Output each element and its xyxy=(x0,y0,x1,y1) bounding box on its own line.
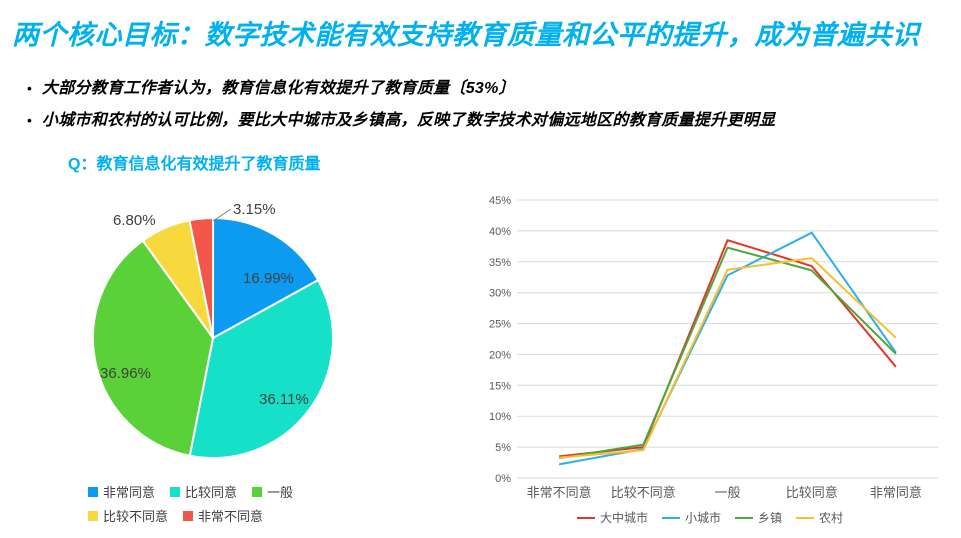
line-chart-legend: 大中城市 小城市 乡镇 农村 xyxy=(480,509,940,526)
line-legend-item: 小城市 xyxy=(661,509,721,526)
legend-swatch-icon xyxy=(183,510,194,521)
legend-label: 比较同意 xyxy=(185,485,238,500)
bullet-marker-icon: • xyxy=(27,80,32,96)
bullet-item: • 小城市和农村的认可比例，要比大中城市及乡镇高，反映了数字技术对偏远地区的教育… xyxy=(27,110,927,131)
legend-label: 比较不同意 xyxy=(103,509,169,524)
pie-slice xyxy=(188,216,215,339)
bullet-text: 大部分教育工作者认为，教育信息化有效提升了教育质量〔53%〕 xyxy=(41,80,515,97)
y-tick-label: 10% xyxy=(489,411,511,423)
pie-chart-title: Q：教育信息化有效提升了教育质量 xyxy=(68,156,321,173)
x-category-label: 非常同意 xyxy=(870,485,922,500)
line-legend-item: 农村 xyxy=(796,509,843,526)
legend-swatch-icon xyxy=(252,486,263,497)
series-line xyxy=(558,246,897,460)
legend-label: 非常不同意 xyxy=(198,509,264,524)
pie-legend-item: 比较不同意 xyxy=(88,506,168,525)
bullet-text: 小城市和农村的认可比例，要比大中城市及乡镇高，反映了数字技术对偏远地区的教育质量… xyxy=(41,112,776,129)
x-category-label: 一般 xyxy=(714,485,740,500)
y-tick-label: 0% xyxy=(495,473,511,485)
y-tick-label: 25% xyxy=(489,319,511,331)
slide-title: 两个核心目标：数字技术能有效支持教育质量和公平的提升，成为普遍共识 xyxy=(12,20,920,50)
pie-data-label: 6.80% xyxy=(113,212,156,229)
legend-swatch-icon xyxy=(170,486,181,497)
pie-legend-item: 比较同意 xyxy=(170,482,237,501)
legend-label: 大中城市 xyxy=(599,511,648,525)
x-category-label: 比较不同意 xyxy=(611,485,676,500)
y-tick-label: 40% xyxy=(489,226,511,238)
pie-legend-item: 非常同意 xyxy=(88,482,155,501)
y-tick-label: 15% xyxy=(489,380,511,392)
pie-data-label: 16.99% xyxy=(243,270,294,287)
x-category-label: 比较同意 xyxy=(786,485,838,500)
legend-swatch-icon xyxy=(88,510,98,521)
pie-data-label: 36.11% xyxy=(259,391,309,408)
pie-leader-line xyxy=(212,208,232,222)
pie-data-label: 36.96% xyxy=(100,365,151,382)
line-legend-item: 乡镇 xyxy=(735,509,782,526)
legend-dash-icon xyxy=(735,516,753,519)
legend-label: 非常同意 xyxy=(103,485,156,500)
x-category-label: 非常不同意 xyxy=(527,485,592,500)
legend-dash-icon xyxy=(576,516,595,519)
bullet-item: • 大部分教育工作者认为，教育信息化有效提升了教育质量〔53%〕 xyxy=(27,78,927,99)
legend-dash-icon xyxy=(796,516,815,519)
pie-legend-item: 一般 xyxy=(252,482,293,501)
legend-label: 小城市 xyxy=(684,511,721,525)
pie-slice xyxy=(141,219,214,339)
legend-swatch-icon xyxy=(88,486,98,497)
legend-label: 乡镇 xyxy=(758,511,783,525)
legend-label: 一般 xyxy=(267,485,294,500)
legend-dash-icon xyxy=(661,516,680,519)
bullet-list: • 大部分教育工作者认为，教育信息化有效提升了教育质量〔53%〕 • 小城市和农… xyxy=(27,78,927,142)
pie-slice xyxy=(188,278,334,459)
pie-slice xyxy=(92,239,215,457)
y-tick-label: 45% xyxy=(489,195,511,207)
y-tick-label: 5% xyxy=(495,442,511,454)
line-legend-item: 大中城市 xyxy=(576,509,648,526)
y-tick-label: 20% xyxy=(489,349,511,361)
legend-label: 农村 xyxy=(819,511,844,525)
series-line xyxy=(558,239,897,458)
series-line xyxy=(559,257,897,459)
y-tick-label: 35% xyxy=(489,257,511,269)
series-line xyxy=(558,231,897,466)
pie-data-label: 3.15% xyxy=(233,201,276,218)
pie-legend-row: 非常同意 比较同意 一般 xyxy=(88,482,293,501)
y-tick-label: 30% xyxy=(489,288,511,300)
pie-legend: 非常同意 比较同意 一般 比较不同意 非常不同意 xyxy=(88,482,293,525)
pie-legend-row: 比较不同意 非常不同意 xyxy=(88,506,293,525)
bullet-marker-icon: • xyxy=(27,112,32,128)
pie-legend-item: 非常不同意 xyxy=(183,506,263,525)
